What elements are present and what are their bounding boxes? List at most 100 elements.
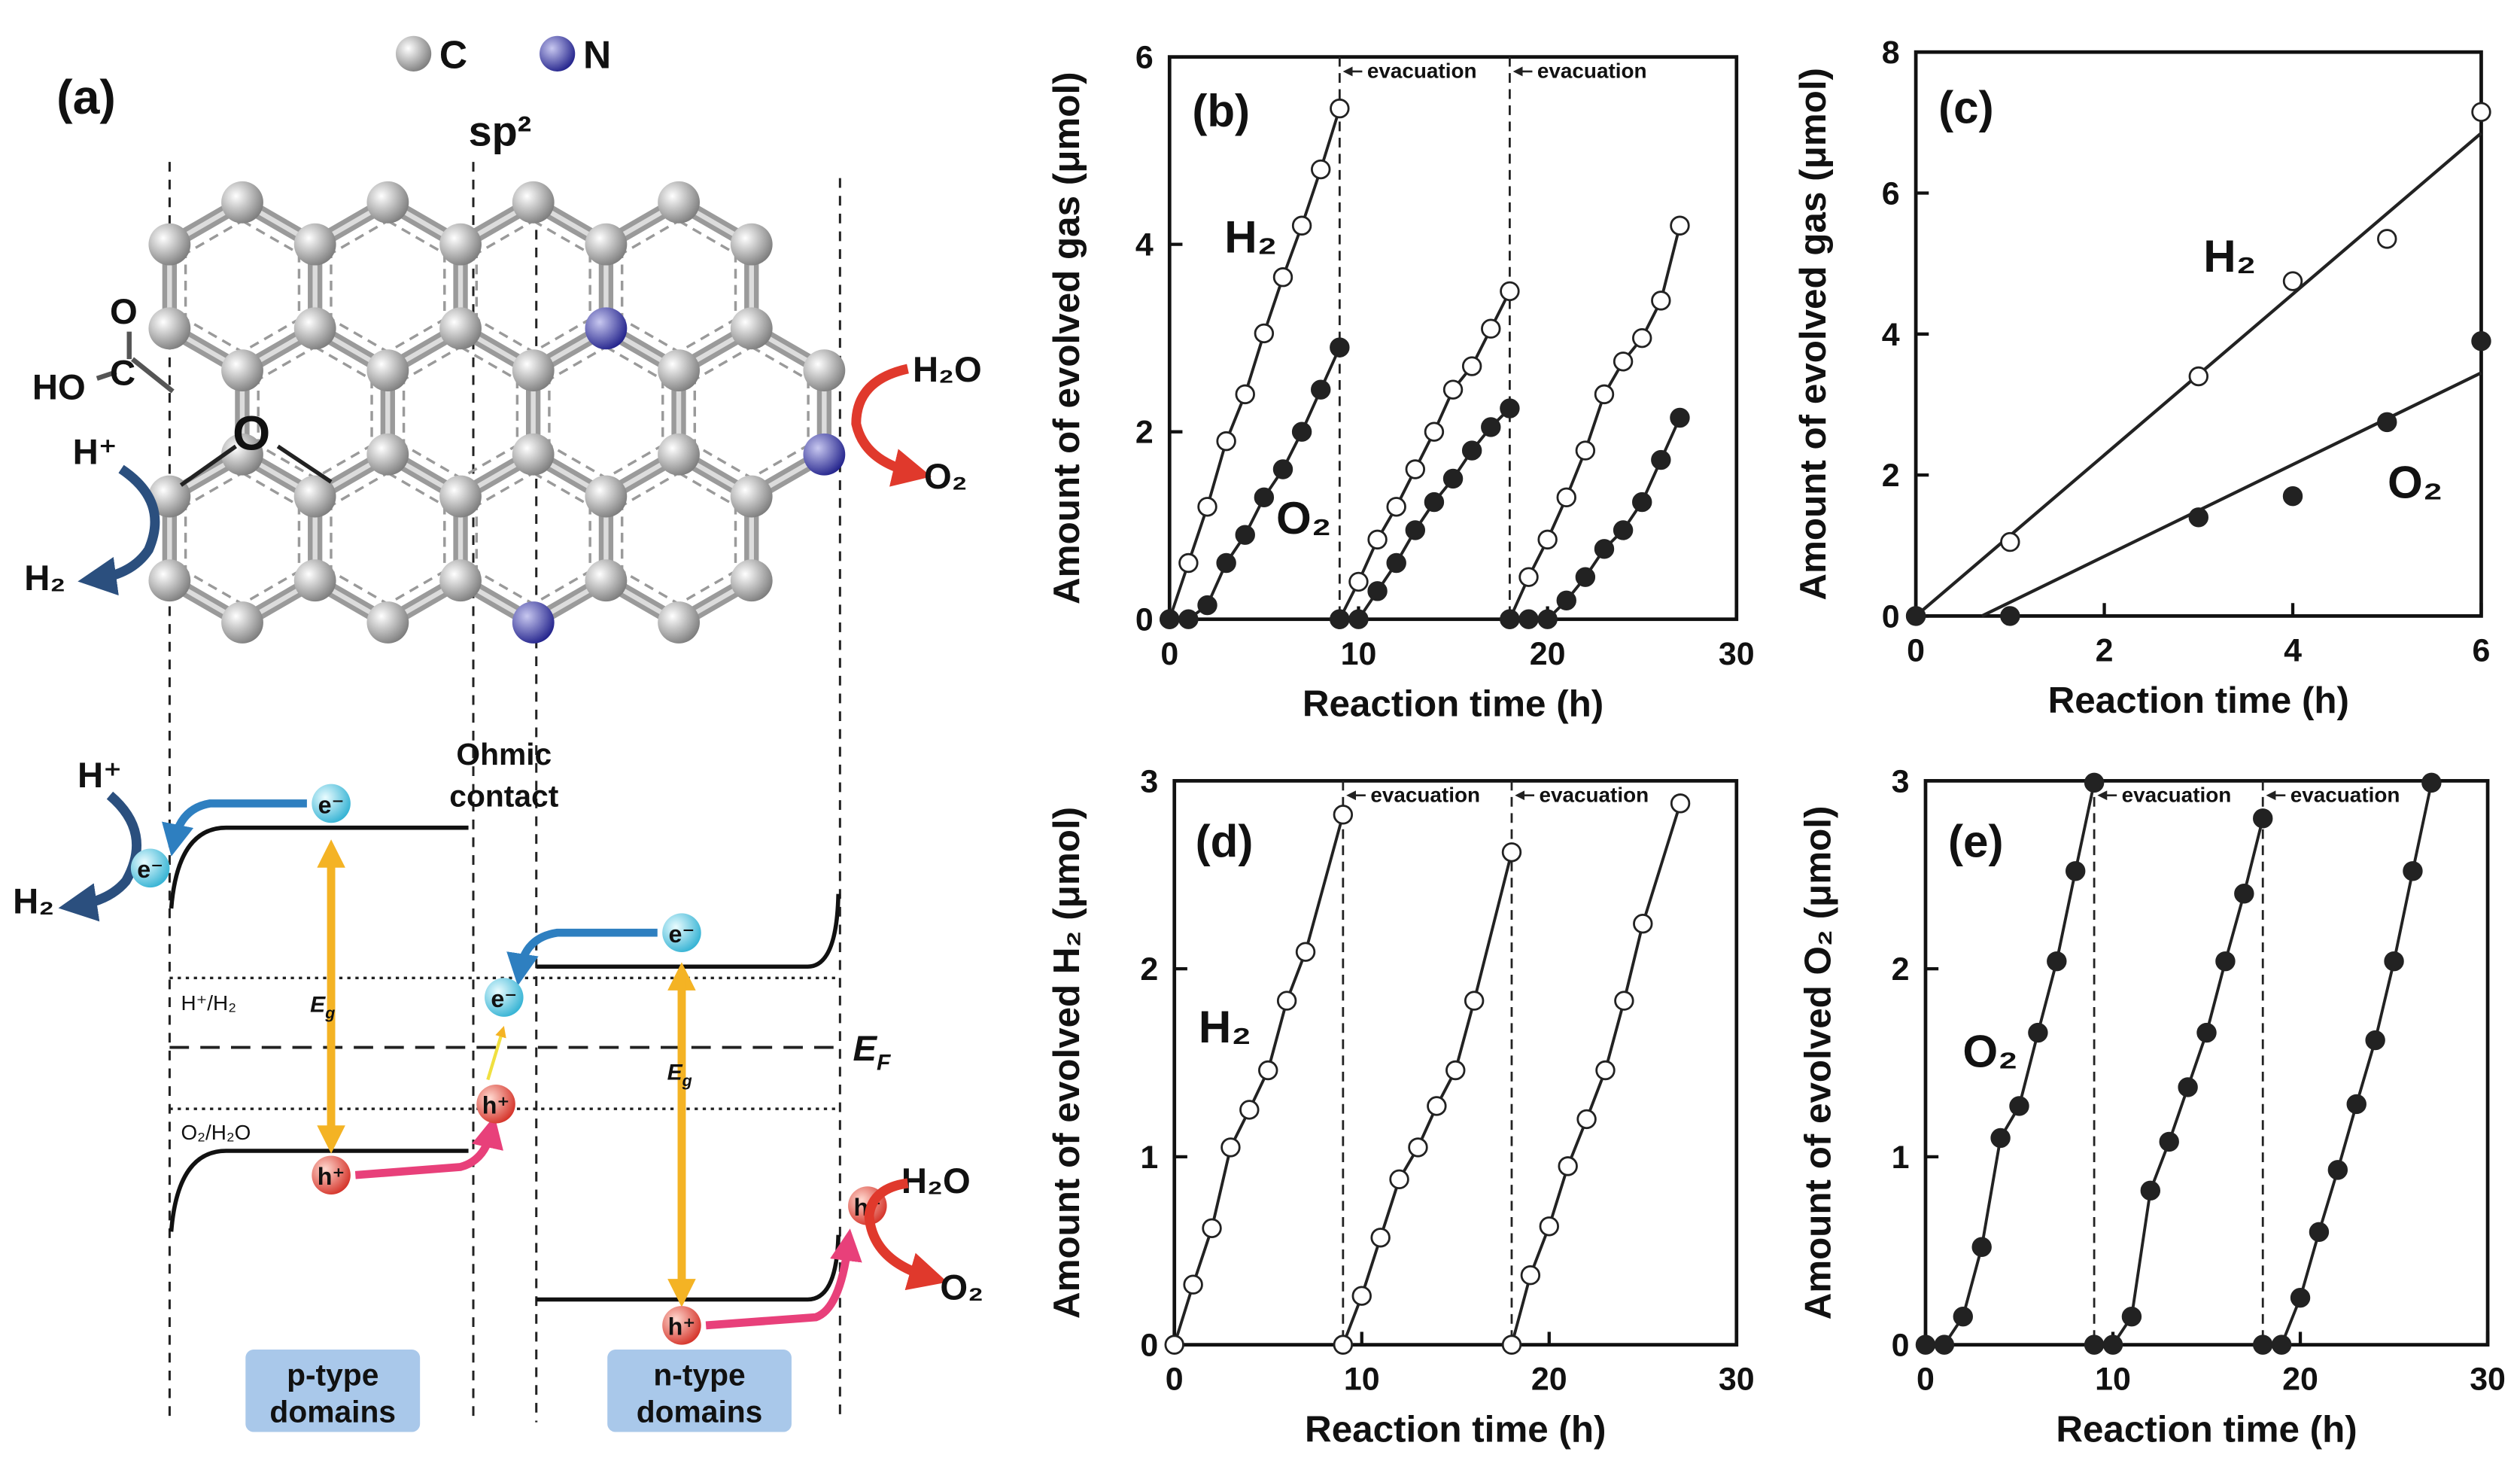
domain-box bbox=[607, 1350, 792, 1432]
x-tick-label: 4 bbox=[2284, 633, 2302, 669]
data-point bbox=[1670, 407, 1690, 428]
carbon-atom bbox=[512, 349, 555, 392]
electron bbox=[312, 784, 351, 823]
gap-main: E bbox=[667, 1061, 683, 1085]
data-point bbox=[1424, 421, 1445, 442]
gap-label: Eg bbox=[667, 1061, 692, 1091]
hole-label: h⁺ bbox=[318, 1163, 345, 1190]
hole bbox=[662, 1306, 701, 1345]
carbon-atom bbox=[803, 349, 846, 392]
data-point bbox=[1500, 398, 1520, 418]
data-point bbox=[1333, 1334, 1354, 1355]
carbon-atom bbox=[221, 181, 263, 224]
hybrid-label: sp² bbox=[469, 108, 532, 155]
data-point bbox=[1311, 159, 1331, 180]
data-point bbox=[1481, 318, 1501, 339]
data-point bbox=[1330, 609, 1350, 629]
data-point bbox=[2000, 531, 2020, 552]
bond bbox=[276, 444, 333, 484]
data-point bbox=[2188, 507, 2208, 528]
nitrogen-atom bbox=[512, 601, 555, 644]
data-point bbox=[1934, 1334, 1955, 1355]
domain-label: p-type bbox=[287, 1357, 378, 1392]
data-point bbox=[1575, 440, 1596, 461]
data-point bbox=[2471, 330, 2491, 352]
data-point bbox=[1442, 468, 1464, 489]
y-tick-label: 0 bbox=[1140, 1328, 1158, 1364]
inner-ring bbox=[693, 345, 810, 479]
species-label: O₂ bbox=[924, 457, 968, 497]
data-point bbox=[1272, 459, 1293, 479]
data-point bbox=[1183, 1274, 1203, 1295]
data-point bbox=[2000, 606, 2020, 626]
carbon-atom bbox=[293, 307, 336, 350]
arrow bbox=[58, 791, 141, 922]
fermi-main: E bbox=[853, 1029, 878, 1069]
hole bbox=[312, 1155, 351, 1194]
data-point bbox=[2009, 1096, 2029, 1116]
gap-label: Eg bbox=[310, 992, 335, 1022]
carbon-atom bbox=[221, 349, 263, 392]
hole-label: h⁺ bbox=[668, 1313, 696, 1341]
data-point bbox=[1594, 539, 1615, 559]
y-tick-label: 8 bbox=[1882, 35, 1900, 71]
data-point bbox=[1220, 1137, 1241, 1158]
data-point bbox=[2309, 1222, 2330, 1242]
atom-label: O bbox=[110, 292, 138, 332]
valence-band bbox=[536, 1234, 841, 1302]
atom-label: O bbox=[233, 406, 270, 460]
data-point bbox=[2253, 1334, 2273, 1355]
panel-label: (c) bbox=[1938, 83, 1993, 133]
carbon-atom bbox=[658, 181, 700, 224]
data-point bbox=[1445, 1060, 1466, 1081]
inner-ring bbox=[548, 345, 664, 479]
data-point bbox=[1520, 1265, 1541, 1286]
legend-label: C bbox=[439, 33, 467, 77]
carbon-atom bbox=[366, 601, 409, 644]
inner-ring bbox=[475, 219, 591, 354]
data-point bbox=[1386, 497, 1406, 517]
data-point bbox=[1276, 991, 1297, 1011]
gap-sub: g bbox=[682, 1072, 692, 1090]
arrow bbox=[864, 1178, 948, 1291]
panel-label: (d) bbox=[1196, 816, 1254, 866]
carbon-atom bbox=[221, 601, 263, 644]
data-point bbox=[1500, 281, 1520, 302]
data-point bbox=[1576, 1109, 1597, 1130]
data-point bbox=[1971, 1237, 1992, 1257]
arrow bbox=[162, 799, 307, 857]
carbon-atom bbox=[512, 181, 555, 224]
data-point bbox=[2028, 1022, 2048, 1043]
x-tick-label: 10 bbox=[2095, 1362, 2131, 1398]
data-point bbox=[1351, 1286, 1372, 1306]
data-point bbox=[2178, 1077, 2198, 1097]
carbon-atom bbox=[658, 349, 700, 392]
data-point bbox=[1651, 449, 1671, 470]
gap-sub: g bbox=[324, 1004, 335, 1022]
data-point bbox=[1518, 609, 1539, 629]
data-point bbox=[2215, 951, 2236, 972]
data-point bbox=[1464, 991, 1485, 1011]
series-label: H₂ bbox=[1224, 212, 1277, 262]
bond bbox=[179, 444, 237, 487]
electron-label: e⁻ bbox=[491, 985, 517, 1012]
x-tick-label: 30 bbox=[1719, 1362, 1755, 1398]
y-tick-label: 3 bbox=[1892, 763, 1910, 799]
carbon-atom bbox=[439, 559, 482, 602]
data-point bbox=[1408, 1137, 1428, 1158]
data-point bbox=[1501, 1334, 1522, 1355]
carbon-atom bbox=[293, 559, 336, 602]
plot-frame bbox=[1923, 779, 2490, 1347]
carbon-atom bbox=[585, 559, 628, 602]
x-tick-label: 20 bbox=[1530, 636, 1566, 672]
y-axis-label: Amount of evolved gas (μmol) bbox=[1046, 72, 1087, 604]
data-point bbox=[2196, 1022, 2217, 1043]
data-point bbox=[1291, 421, 1312, 442]
x-tick-label: 10 bbox=[1341, 636, 1377, 672]
species-label: H₂O bbox=[913, 350, 982, 390]
species-label: H₂ bbox=[13, 881, 54, 921]
x-tick-label: 0 bbox=[1160, 636, 1178, 672]
data-point bbox=[1518, 567, 1539, 587]
